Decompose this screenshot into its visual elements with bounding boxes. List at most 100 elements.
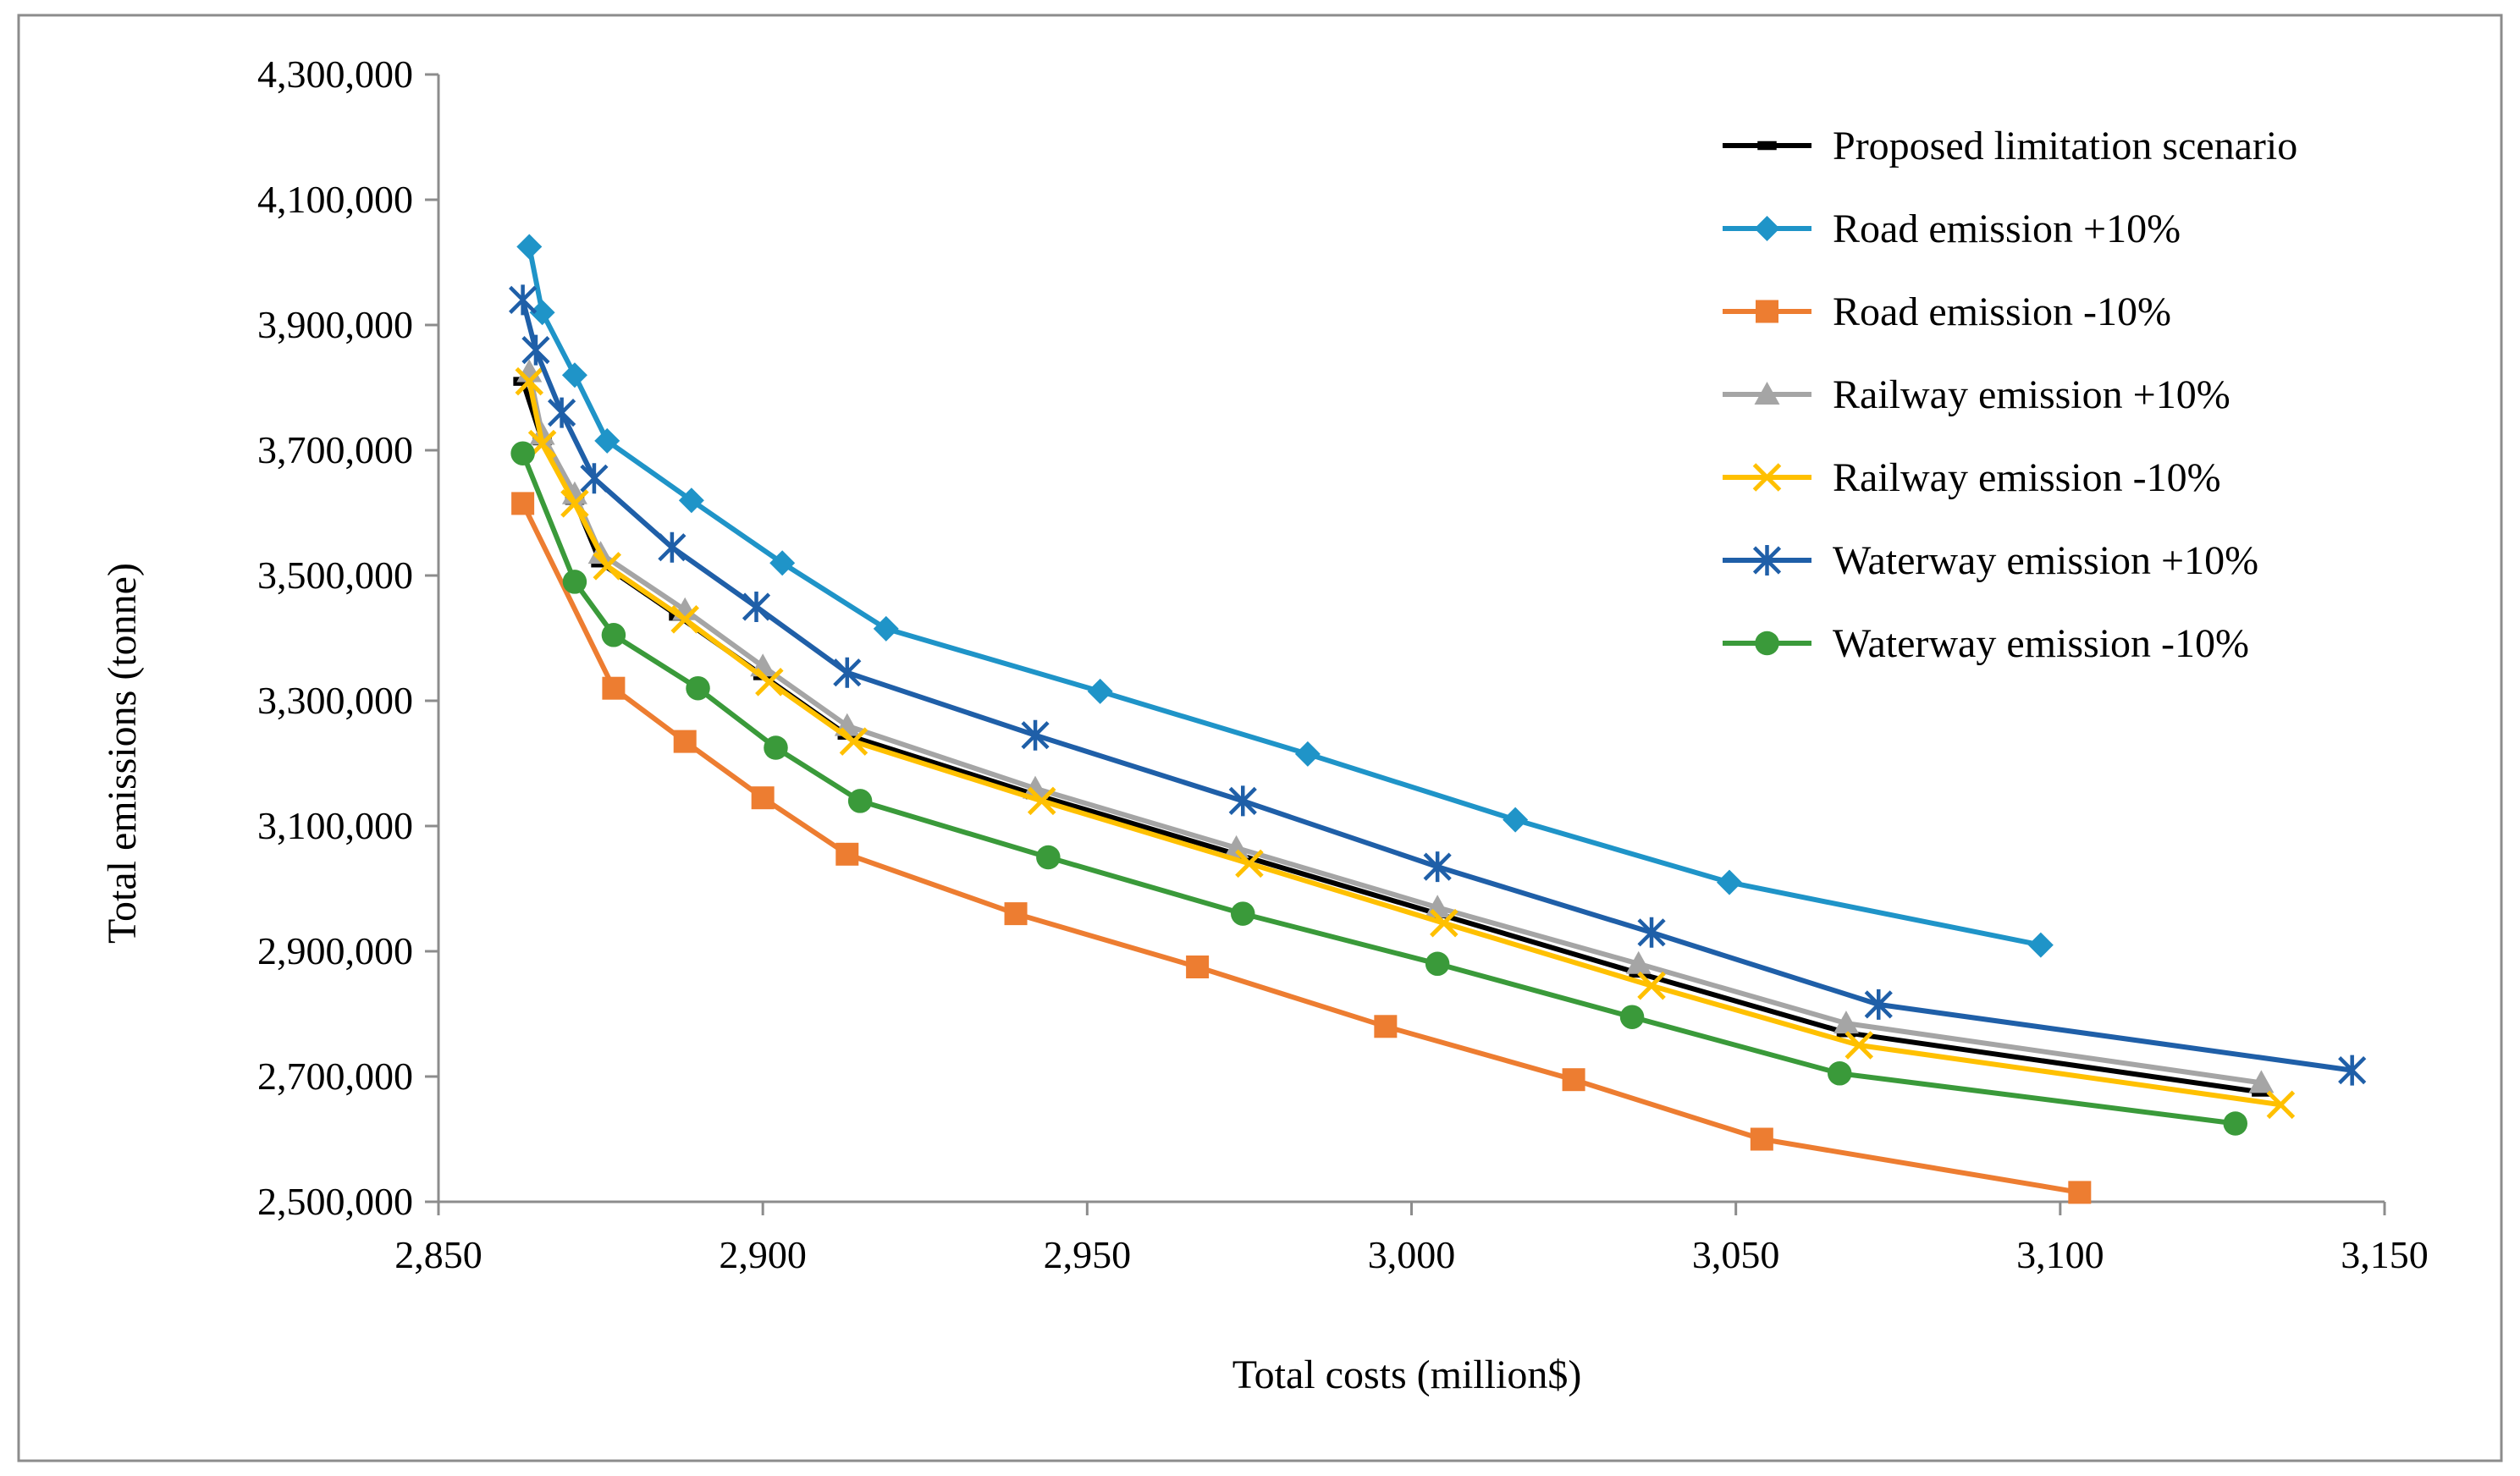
data-point <box>847 789 873 813</box>
data-point <box>510 441 535 465</box>
x-tick-label: 3,050 <box>1692 1233 1780 1276</box>
data-point <box>764 735 788 760</box>
legend-item: Waterway emission -10% <box>1723 621 2249 666</box>
legend-item: Waterway emission +10% <box>1723 538 2258 583</box>
data-point <box>1637 917 1666 948</box>
legend-item: Road emission +10% <box>1723 207 2181 251</box>
legend-label: Waterway emission +10% <box>1833 538 2258 583</box>
data-point <box>1004 902 1028 926</box>
x-tick-label: 3,000 <box>1368 1233 1456 1276</box>
data-point <box>670 605 699 634</box>
legend-marker <box>1756 300 1778 323</box>
axes: 2,500,000 2,700,000 2,900,000 3,100,000 3,30… <box>257 52 2429 1276</box>
data-point <box>1186 956 1210 978</box>
data-point <box>548 397 576 428</box>
series-7 <box>510 441 2247 1136</box>
data-point <box>2266 1090 2296 1120</box>
x-tick-label: 3,100 <box>2016 1233 2104 1276</box>
data-point <box>1637 971 1666 1000</box>
x-tick-label: 3,150 <box>2341 1233 2429 1276</box>
data-point <box>1087 678 1113 704</box>
legend-label: Proposed limitation scenario <box>1833 124 2297 168</box>
x-tick-label: 2,950 <box>1044 1233 1132 1276</box>
data-point <box>594 427 620 454</box>
legend-label: Railway emission +10% <box>1833 372 2231 417</box>
series-3 <box>511 492 2092 1204</box>
data-point <box>1864 989 1893 1020</box>
data-point <box>769 550 796 576</box>
data-point <box>1223 834 1249 858</box>
data-point <box>560 489 589 518</box>
data-point <box>1717 869 1743 895</box>
data-point <box>755 668 784 697</box>
data-point <box>833 657 862 688</box>
legend-item: Railway emission -10% <box>1723 455 2221 500</box>
data-point <box>1562 1068 1585 1092</box>
data-point <box>601 623 626 647</box>
x-tick-label: 2,850 <box>394 1233 482 1276</box>
data-point <box>1833 1011 1859 1034</box>
data-point <box>511 492 535 515</box>
y-tick-label: 4,300,000 <box>257 52 413 96</box>
data-point <box>1425 951 1450 977</box>
data-point <box>1027 786 1056 816</box>
data-point <box>2338 1055 2367 1086</box>
x-axis-title: Total costs (million$) <box>1232 1352 1582 1397</box>
data-point <box>673 730 697 753</box>
y-axis-title: Total emissions (tonne) <box>100 563 145 944</box>
data-point <box>1231 901 1255 926</box>
data-point <box>562 570 587 594</box>
data-point <box>873 615 899 642</box>
data-point <box>839 727 868 756</box>
data-point <box>2068 1181 2092 1204</box>
data-point <box>515 366 544 396</box>
legend-label: Road emission -10% <box>1833 289 2171 334</box>
legend: Proposed limitation scenario Road emissio… <box>1723 124 2297 666</box>
y-tick-label: 4,100,000 <box>257 178 413 221</box>
legend-item: Proposed limitation scenario <box>1723 124 2297 168</box>
data-point <box>1423 851 1452 883</box>
data-point <box>658 531 687 563</box>
y-tick-label: 3,100,000 <box>257 804 413 847</box>
data-point <box>1828 1061 1852 1086</box>
data-point <box>1750 1127 1773 1151</box>
data-point <box>2248 1070 2275 1093</box>
legend-item: Road emission -10% <box>1723 289 2171 334</box>
series-5 <box>515 366 2296 1120</box>
data-point <box>516 234 543 260</box>
data-point <box>602 676 626 700</box>
data-point <box>529 300 555 326</box>
data-point <box>686 675 710 701</box>
series-2 <box>516 234 2054 958</box>
data-point <box>742 592 771 622</box>
y-tick-label: 3,700,000 <box>257 428 413 471</box>
y-tick-label: 2,700,000 <box>257 1055 413 1098</box>
data-point <box>521 334 550 366</box>
legend-marker <box>1755 631 1779 656</box>
legend-item: Railway emission +10% <box>1723 372 2231 417</box>
data-point <box>1845 1031 1874 1060</box>
legend-label: Road emission +10% <box>1833 207 2181 251</box>
data-point <box>561 362 587 388</box>
data-point <box>1374 1015 1398 1038</box>
data-point <box>593 552 622 581</box>
data-point <box>751 786 775 810</box>
data-point <box>2223 1111 2247 1136</box>
data-point <box>678 487 704 514</box>
x-tick-label: 2,900 <box>719 1233 807 1276</box>
data-point <box>1294 741 1321 767</box>
data-point <box>1023 775 1049 799</box>
legend-marker <box>1754 382 1780 405</box>
data-point <box>509 284 538 316</box>
data-point <box>1235 849 1264 878</box>
legend-label: Railway emission -10% <box>1833 455 2221 500</box>
legend-marker <box>1757 140 1777 151</box>
series-line <box>527 245 2042 948</box>
data-point <box>1228 785 1257 817</box>
legend-marker <box>1752 463 1782 492</box>
series-6 <box>509 284 2367 1086</box>
y-tick-label: 2,500,000 <box>257 1180 413 1223</box>
legend-marker <box>1752 545 1782 576</box>
